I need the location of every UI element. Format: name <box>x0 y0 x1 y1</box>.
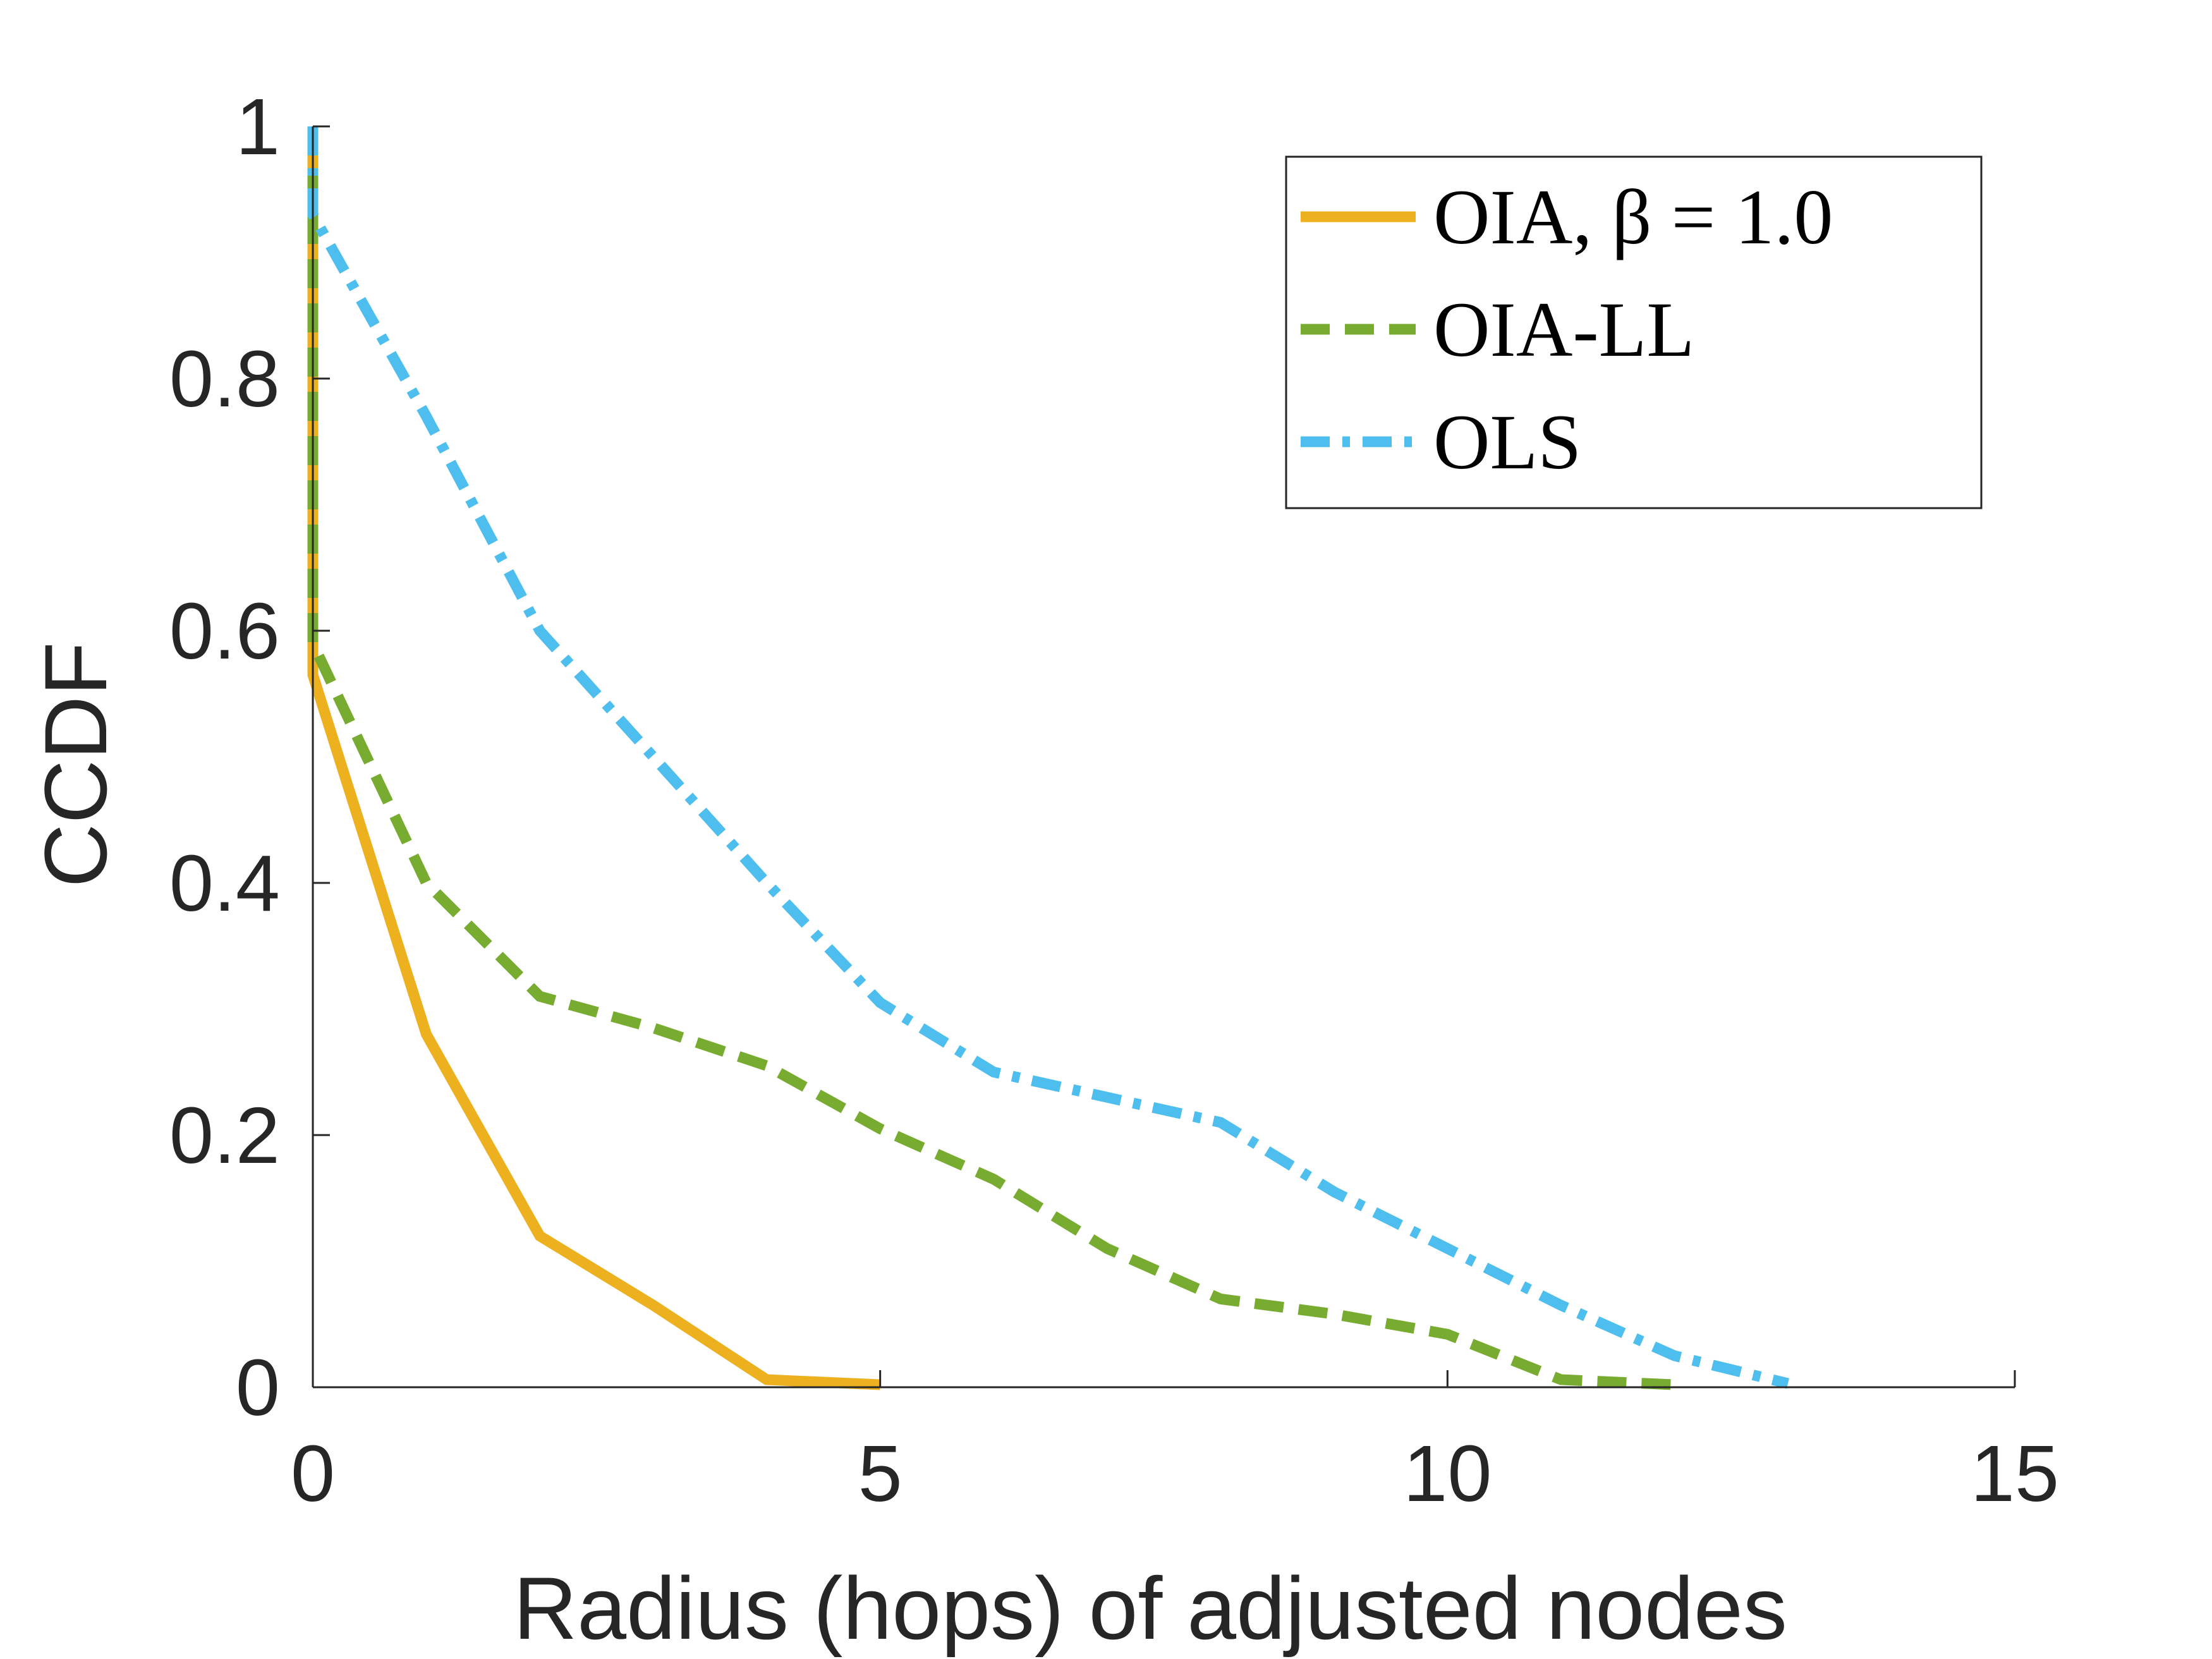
legend-label-2: OIA-LL <box>1433 286 1694 373</box>
x-tick-label: 10 <box>1403 1429 1492 1518</box>
series-line-3 <box>307 126 1789 1389</box>
tick-labels: 0 5 10 15 0 0.2 0.4 0.6 0.8 1 <box>169 82 2059 1518</box>
series-line-1 <box>307 126 881 1390</box>
y-tick-label: 0.6 <box>169 586 280 676</box>
y-axis-label: CCDF <box>26 642 125 888</box>
y-tick-label: 0.4 <box>169 839 280 928</box>
legend: OIA, β = 1.0 OIA-LL OLS <box>1285 155 1983 509</box>
series-line-2 <box>307 126 1675 1390</box>
x-tick-label: 5 <box>858 1429 902 1518</box>
y-tick-label: 1 <box>236 82 280 171</box>
x-tick-label: 15 <box>1971 1429 2059 1518</box>
x-tick-label: 0 <box>291 1429 335 1518</box>
y-tick-label: 0 <box>236 1343 280 1432</box>
x-axis-label: Radius (hops) of adjusted nodes <box>513 1559 1787 1658</box>
y-tick-label: 0.2 <box>169 1091 280 1180</box>
legend-label-3: OLS <box>1433 399 1581 485</box>
legend-label-1: OIA, β = 1.0 <box>1433 174 1833 260</box>
y-tick-label: 0.8 <box>169 334 280 423</box>
axes <box>312 125 2016 1389</box>
